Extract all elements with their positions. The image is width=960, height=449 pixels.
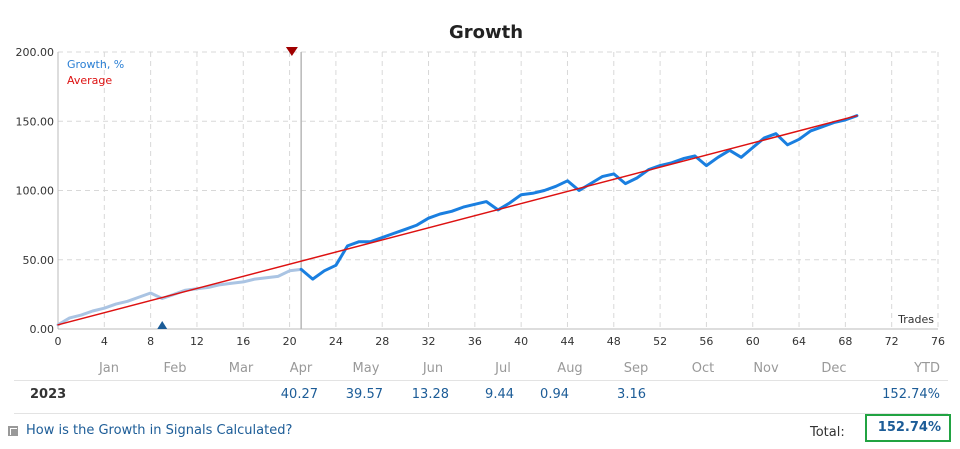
average-line <box>57 114 858 326</box>
ytd-header: YTD <box>914 361 940 376</box>
month-header: Apr <box>289 361 313 376</box>
x-tick-label: 28 <box>375 335 389 348</box>
x-tick-label: 72 <box>885 335 899 348</box>
y-tick-label: 0.00 <box>30 323 55 336</box>
grid <box>58 51 939 329</box>
month-header: Jan <box>98 361 120 376</box>
month-header: May <box>352 361 380 376</box>
month-value: 0.94 <box>540 387 569 402</box>
markers <box>157 47 298 329</box>
x-tick-label: 44 <box>560 335 574 348</box>
x-tick-label: 36 <box>468 335 482 348</box>
x-tick-label: 24 <box>329 335 343 348</box>
up-marker-icon <box>157 321 168 329</box>
month-value: 39.57 <box>345 387 383 402</box>
x-tick-label: 20 <box>283 335 297 348</box>
growth-calculation-link[interactable]: How is the Growth in Signals Calculated? <box>8 423 292 438</box>
series <box>56 114 859 327</box>
month-value: 13.28 <box>411 387 449 402</box>
y-tick-label: 100.00 <box>16 185 55 198</box>
x-tick-label: 64 <box>792 335 806 348</box>
month-header: Sep <box>623 361 649 376</box>
year-label: 2023 <box>30 387 67 402</box>
x-tick-label: 48 <box>607 335 621 348</box>
growth-line <box>299 114 859 281</box>
x-tick-label: 56 <box>699 335 713 348</box>
total-label: Total: <box>810 425 845 440</box>
x-tick-label: 32 <box>422 335 436 348</box>
x-axis-label: Trades <box>897 313 934 326</box>
x-tick-label: 40 <box>514 335 528 348</box>
y-tick-label: 50.00 <box>23 254 55 267</box>
down-marker-icon <box>285 47 298 56</box>
x-tick-label: 4 <box>101 335 108 348</box>
x-tick-label: 68 <box>838 335 852 348</box>
month-header: Nov <box>753 361 779 376</box>
divider <box>14 413 948 414</box>
legend-entry: Growth, % <box>67 58 124 71</box>
growth-line <box>56 267 303 327</box>
expand-icon[interactable] <box>8 425 18 436</box>
ytd-value: 152.74% <box>882 387 940 402</box>
axes: 0 4 8 12 16 20 24 28 32 36 40 44 48 52 56 60 64 68 72 760.0… <box>16 46 946 348</box>
legend: Growth, % Average <box>67 58 124 87</box>
y-tick-label: 200.00 <box>16 46 55 59</box>
month-header: Jun <box>422 361 444 376</box>
month-value: 9.44 <box>485 387 514 402</box>
x-tick-label: 76 <box>931 335 945 348</box>
x-tick-label: 60 <box>746 335 760 348</box>
month-value: 3.16 <box>617 387 646 402</box>
x-tick-label: 16 <box>236 335 250 348</box>
chart-title: Growth <box>449 22 523 43</box>
y-tick-label: 150.00 <box>16 115 55 128</box>
x-tick-label: 12 <box>190 335 204 348</box>
month-header-row: Jan Feb Mar Apr May Jun Jul Aug Sep Oct Nov Dec YTD <box>14 361 948 381</box>
divider <box>14 380 948 381</box>
x-tick-label: 52 <box>653 335 667 348</box>
month-header: Jul <box>495 361 511 376</box>
month-header: Aug <box>557 361 583 376</box>
month-header: Oct <box>691 361 715 376</box>
x-tick-label: 8 <box>147 335 154 348</box>
month-header: Mar <box>228 361 254 376</box>
growth-chart: Growth 0 4 8 12 16 20 24 28 32 36 40 44 48 52 56 60 64 68… <box>16 22 946 348</box>
growth-calculation-link-text[interactable]: How is the Growth in Signals Calculated? <box>26 423 293 438</box>
month-header: Feb <box>163 361 187 376</box>
total-value: 152.74% <box>865 414 951 442</box>
year-row: 2023 40.27 39.57 13.28 9.44 0.94 3.16 152.74% <box>14 387 948 407</box>
month-value: 40.27 <box>280 387 318 402</box>
x-tick-label: 0 <box>55 335 62 348</box>
legend-entry: Average <box>67 74 112 87</box>
month-header: Dec <box>821 361 847 376</box>
